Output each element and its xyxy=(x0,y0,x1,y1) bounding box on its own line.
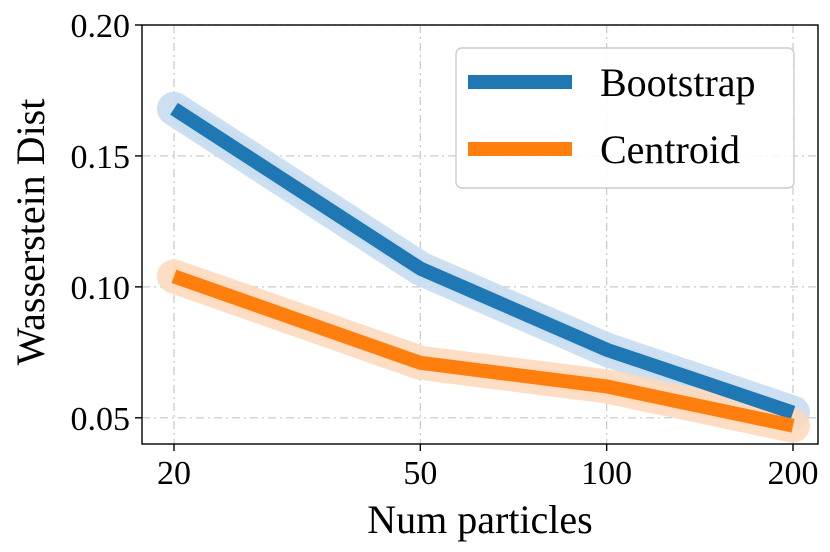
line-centroid xyxy=(171,269,795,433)
y-tick-label: 0.10 xyxy=(71,270,131,307)
x-tick-label: 100 xyxy=(581,455,632,492)
line-bootstrap xyxy=(170,102,796,420)
x-tick-label: 50 xyxy=(403,455,437,492)
y-tick-label: 0.20 xyxy=(71,8,131,45)
y-axis-label: Wasserstein Dist xyxy=(8,99,53,366)
y-tick-labels: 0.05 0.10 0.15 0.20 xyxy=(71,8,131,438)
x-tick-labels: 20 50 100 200 xyxy=(157,455,819,492)
series-lines xyxy=(170,102,796,433)
x-tick-label: 200 xyxy=(768,455,819,492)
legend-label-centroid: Centroid xyxy=(600,127,740,172)
legend-label-bootstrap: Bootstrap xyxy=(600,60,756,105)
axis-ticks xyxy=(135,24,794,451)
legend: Bootstrap Centroid xyxy=(455,47,795,189)
y-tick-label: 0.15 xyxy=(71,139,131,176)
plot-frame xyxy=(141,24,819,445)
x-axis-label: Num particles xyxy=(367,497,593,542)
y-tick-label: 0.05 xyxy=(71,401,131,438)
x-tick-label: 20 xyxy=(157,455,191,492)
